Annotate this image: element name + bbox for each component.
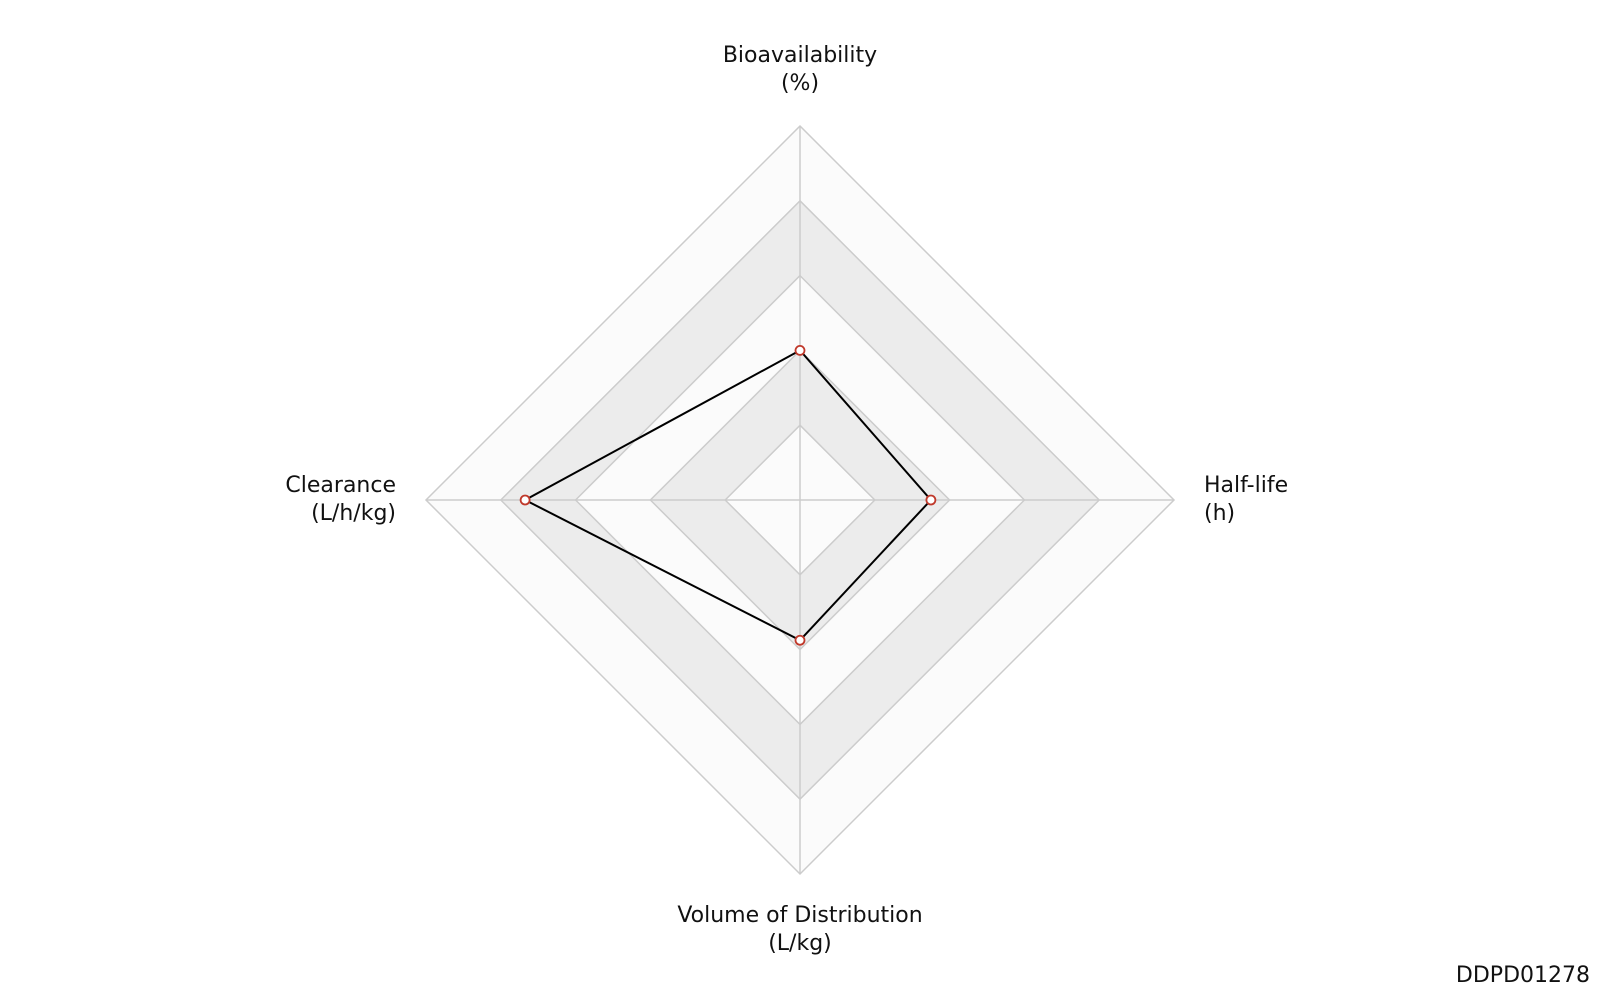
axis-label: (L/h/kg) [311,501,396,526]
watermark: DDPD01278 [1456,963,1590,988]
data-point [925,494,937,506]
axis-label: Bioavailability [723,43,877,68]
axis-label: (L/kg) [768,931,832,956]
axis-label: Volume of Distribution [677,903,922,928]
axis-label: Clearance [285,473,396,498]
data-point [519,494,531,506]
axis-label: (%) [781,71,819,96]
axis-label: Half-life [1204,473,1288,498]
axis-label: (h) [1204,501,1235,526]
data-point [794,344,806,356]
data-point [794,634,806,646]
